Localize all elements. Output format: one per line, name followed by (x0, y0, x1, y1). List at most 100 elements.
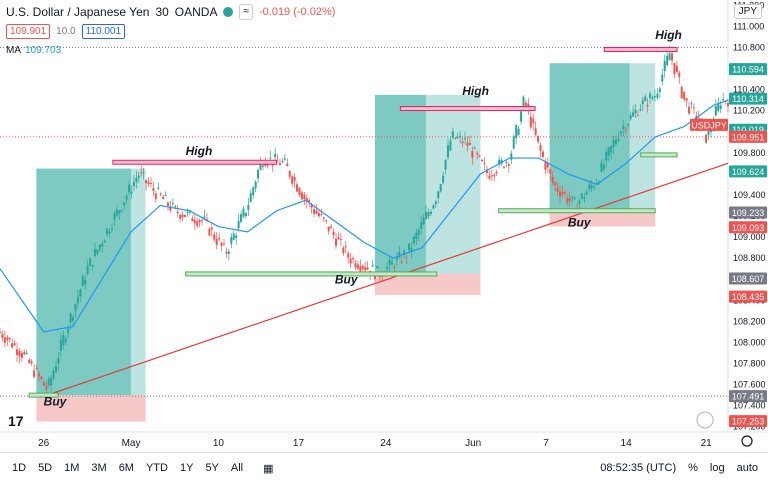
currency-selector[interactable]: JPY (733, 4, 762, 19)
candle-body (64, 338, 67, 343)
candle-body (524, 102, 527, 106)
candle-body (281, 161, 284, 163)
candle-body (512, 136, 515, 149)
candle-body (142, 172, 145, 174)
candle-body (20, 352, 23, 358)
y-tick-label: 108.800 (733, 253, 766, 263)
candle-body (6, 337, 9, 341)
candle-body (352, 258, 355, 260)
candle-body (337, 237, 340, 240)
price-label: 107.491 (732, 392, 765, 402)
price-label: 108.435 (732, 292, 765, 302)
candle-body (167, 202, 169, 206)
range-buttons: 1D 5D 1M 3M 6M YTD 1Y 5Y All (0, 462, 243, 474)
candle-body (115, 209, 118, 216)
candle-body (42, 381, 45, 386)
candle-body (261, 165, 264, 167)
candle-body (478, 155, 481, 157)
x-tick-label: 21 (701, 438, 713, 449)
price-change: -0.019 (-0.02%) (258, 6, 336, 18)
candle-body (388, 259, 391, 265)
candle-body (471, 151, 474, 158)
candle-body (40, 376, 43, 380)
candle-body (439, 184, 442, 192)
x-tick-label: 14 (621, 438, 633, 449)
range-1y[interactable]: 1Y (179, 462, 194, 474)
candle-body (554, 182, 557, 186)
y-tick-label: 111.000 (733, 21, 764, 31)
candle-body (137, 175, 140, 179)
candle-body (332, 231, 335, 236)
candle-body (169, 206, 172, 211)
compare-icon[interactable]: ≈ (239, 4, 253, 20)
buy-price-button[interactable]: 110.001 (81, 24, 126, 39)
candle-body (140, 172, 143, 174)
candle-body (607, 147, 610, 156)
candle-body (422, 218, 425, 225)
candle-body (215, 238, 218, 245)
candle-body (123, 202, 126, 206)
candle-body (128, 184, 131, 193)
range-5d[interactable]: 5D (38, 462, 53, 474)
range-5y[interactable]: 5Y (205, 462, 219, 474)
range-1m[interactable]: 1M (64, 462, 80, 474)
candle-body (349, 258, 352, 264)
candle-body (549, 169, 552, 174)
candle-body (376, 265, 379, 269)
candle-body (688, 106, 691, 114)
candle-body (1, 333, 4, 339)
candle-body (722, 99, 725, 101)
candle-body (727, 102, 729, 107)
candle-body (425, 212, 428, 219)
candle-body (461, 141, 464, 144)
candle-body (520, 111, 523, 122)
profit-zone-rest-1 (425, 94, 481, 274)
range-1d[interactable]: 1D (12, 462, 27, 474)
candle-body (154, 193, 157, 200)
candle-body (28, 359, 31, 363)
candle-body (619, 131, 622, 134)
candle-body (76, 296, 79, 304)
interval: 30 (155, 5, 169, 19)
percent-toggle[interactable]: % (688, 462, 698, 474)
candle-body (624, 129, 627, 131)
candle-body (522, 96, 525, 110)
price-label-bg (729, 206, 767, 219)
range-6m[interactable]: 6M (118, 462, 134, 474)
candle-body (23, 351, 26, 355)
candle-body (120, 210, 123, 212)
candle-body (320, 214, 323, 216)
calendar-icon[interactable]: ▦ (263, 462, 274, 475)
candle-body (503, 166, 505, 168)
log-toggle[interactable]: log (709, 462, 725, 474)
range-ytd[interactable]: YTD (145, 462, 168, 474)
auto-toggle[interactable]: auto (736, 462, 758, 474)
candle-body (235, 235, 238, 239)
annotation-high: High (462, 84, 489, 98)
candle-body (176, 211, 179, 214)
candle-body (661, 74, 664, 82)
symbol-title: U.S. Dollar / Japanese Yen (6, 5, 150, 19)
y-tick-label: 107.800 (733, 359, 766, 369)
candle-body (11, 343, 14, 348)
range-all[interactable]: All (230, 462, 244, 474)
annotation-buy: Buy (44, 395, 68, 409)
candle-body (356, 264, 359, 269)
trend-line (47, 162, 729, 396)
candle-body (208, 228, 211, 236)
candle-body (485, 169, 488, 174)
sell-price-button[interactable]: 109.901 (6, 24, 51, 39)
candle-body (98, 244, 101, 250)
buy-zone-3 (640, 152, 678, 158)
candle-body (135, 178, 138, 183)
candle-body (8, 337, 11, 339)
candle-body (35, 367, 38, 369)
x-tick-label: 26 (38, 438, 50, 449)
candle-body (534, 128, 537, 135)
price-chart[interactable]: HighHighHighBuyBuyBuy107.200107.400107.6… (0, 0, 768, 452)
price-label: 109.624 (732, 167, 765, 177)
candle-body (205, 218, 208, 220)
range-3m[interactable]: 3M (91, 462, 107, 474)
candle-body (30, 361, 33, 364)
candle-body (157, 187, 160, 189)
